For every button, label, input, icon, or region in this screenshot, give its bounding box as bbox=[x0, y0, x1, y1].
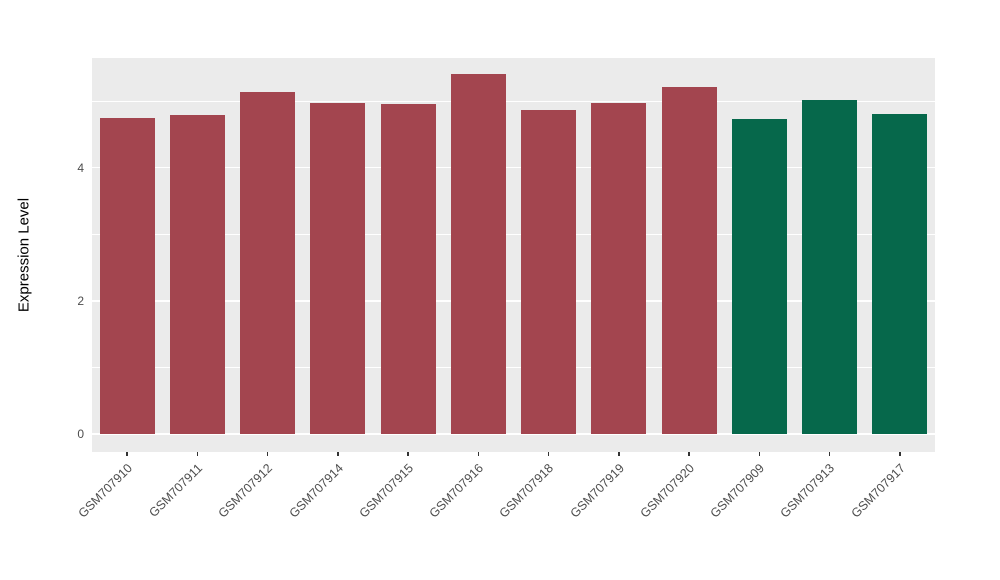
y-tick-label: 4 bbox=[77, 160, 84, 175]
bar-GSM707916 bbox=[450, 73, 506, 435]
gridline-minor bbox=[92, 367, 935, 368]
bar-GSM707919 bbox=[591, 102, 647, 435]
x-tick-label-GSM707910: GSM707910 bbox=[75, 461, 136, 521]
x-tick-label-GSM707919: GSM707919 bbox=[567, 461, 627, 521]
bar-GSM707915 bbox=[380, 103, 436, 435]
x-tick-mark bbox=[266, 452, 269, 456]
x-tick-label-GSM707918: GSM707918 bbox=[496, 461, 557, 521]
x-tick-label-GSM707909: GSM707909 bbox=[707, 461, 768, 521]
x-tick-mark bbox=[547, 452, 550, 456]
gridline-minor bbox=[92, 100, 935, 102]
bar-GSM707910 bbox=[99, 117, 155, 435]
x-tick-mark bbox=[758, 452, 761, 456]
x-tick-mark bbox=[618, 452, 620, 456]
x-tick-label-GSM707915: GSM707915 bbox=[356, 461, 417, 521]
x-tick-label-GSM707920: GSM707920 bbox=[637, 461, 698, 521]
x-tick-mark bbox=[407, 452, 409, 456]
y-axis: 0 2 4 bbox=[0, 58, 96, 452]
x-tick-mark bbox=[126, 452, 128, 456]
bar-GSM707912 bbox=[240, 91, 295, 435]
x-tick-label-GSM707911: GSM707911 bbox=[146, 461, 206, 520]
x-tick-mark bbox=[899, 452, 901, 456]
plot-panel bbox=[92, 58, 935, 452]
bar-GSM707918 bbox=[521, 109, 576, 435]
x-tick-mark bbox=[337, 452, 339, 456]
bar-GSM707914 bbox=[310, 102, 366, 435]
x-axis: GSM707910 GSM707911 GSM707912 GSM707914 GSM7… bbox=[75, 452, 935, 580]
x-tick-label-GSM707916: GSM707916 bbox=[426, 461, 487, 521]
gridline-major bbox=[92, 433, 935, 435]
x-tick-label-GSM707913: GSM707913 bbox=[777, 461, 838, 521]
x-tick-label-GSM707914: GSM707914 bbox=[286, 461, 346, 521]
x-tick-mark bbox=[196, 452, 199, 456]
bar-GSM707911 bbox=[169, 114, 225, 435]
y-tick-label: 0 bbox=[77, 427, 84, 442]
x-tick-label-GSM707912: GSM707912 bbox=[215, 461, 276, 521]
bar-GSM707909 bbox=[731, 118, 787, 435]
bar-GSM707913 bbox=[802, 99, 857, 435]
y-tick-label: 2 bbox=[77, 293, 84, 308]
x-tick-label-GSM707917: GSM707917 bbox=[848, 461, 908, 521]
x-tick-mark bbox=[477, 452, 480, 456]
gridline-major bbox=[92, 167, 935, 169]
gridline-minor bbox=[92, 234, 935, 235]
x-tick-mark bbox=[688, 452, 690, 456]
gridline-major bbox=[92, 300, 935, 302]
bar-GSM707920 bbox=[661, 86, 717, 435]
x-tick-mark bbox=[828, 452, 831, 456]
bar-GSM707917 bbox=[872, 113, 928, 435]
